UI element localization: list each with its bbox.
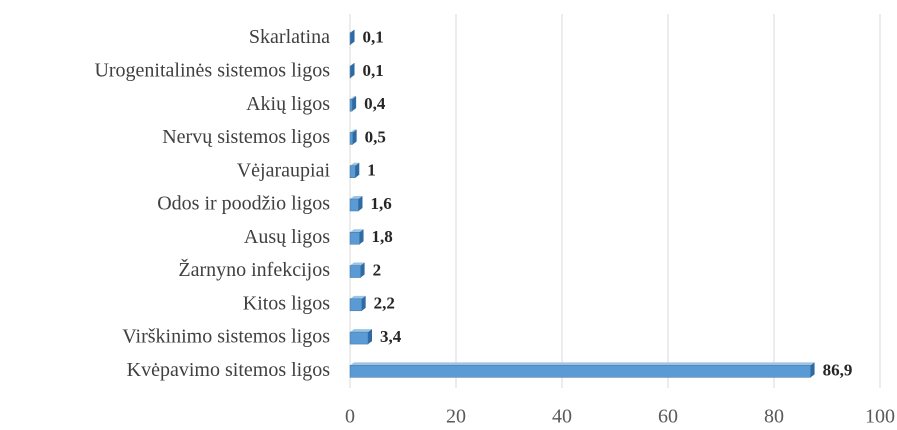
bar-top [350, 162, 360, 166]
bar-top [350, 229, 364, 233]
value-label: 0,1 [363, 28, 384, 47]
bar-side [368, 329, 373, 345]
value-label: 0,4 [364, 94, 386, 113]
bar-top [350, 362, 815, 366]
bar-top [350, 62, 355, 66]
bar [349, 98, 353, 112]
x-tick-label: 80 [764, 406, 784, 428]
category-label: Žarnyno infekcijos [178, 258, 330, 281]
bar [349, 132, 353, 145]
bar [349, 298, 362, 312]
category-label: Virškinimo sistemos ligos [122, 326, 330, 348]
value-label: 1 [367, 161, 376, 180]
bar [349, 365, 811, 378]
value-label: 2,2 [374, 294, 395, 313]
bar-top [350, 262, 365, 266]
bar [349, 65, 351, 79]
category-label: Ausų ligos [244, 226, 330, 248]
x-tick-label: 40 [552, 406, 572, 428]
category-label: Urogenitalinės sistemos ligos [94, 60, 330, 82]
bar [349, 198, 359, 212]
bar-side [350, 62, 355, 78]
bar-side [361, 295, 366, 311]
bar-top [350, 129, 357, 133]
value-label: 1,6 [370, 194, 391, 213]
value-label: 3,4 [380, 327, 402, 346]
category-label: Kvėpavimo sitemos ligos [127, 359, 331, 381]
bar [349, 165, 356, 178]
category-label: Kitos ligos [243, 292, 330, 314]
value-label: 1,8 [372, 227, 393, 246]
bar-side [350, 29, 355, 45]
x-tick-label: 20 [446, 406, 466, 428]
category-label: Skarlatina [249, 26, 330, 48]
bar-side [360, 262, 365, 278]
value-label: 86,9 [823, 360, 853, 379]
bar-side [355, 162, 360, 178]
bar [349, 232, 360, 245]
bar-side [352, 96, 357, 112]
bar-top [350, 295, 366, 299]
category-label: Vėjaraupiai [237, 159, 331, 181]
bar [349, 32, 351, 45]
bar-side [352, 129, 357, 145]
category-label: Nervų sistemos ligos [162, 126, 330, 148]
x-tick-label: 60 [658, 406, 678, 428]
value-label: 0,1 [363, 61, 384, 80]
x-tick-label: 0 [345, 406, 355, 428]
bar-top [350, 29, 355, 33]
bar-side [359, 229, 364, 245]
bar-top [350, 96, 357, 100]
bar-side [358, 196, 363, 211]
x-tick-label: 100 [865, 406, 895, 428]
bar-top [350, 329, 373, 333]
bar-side [810, 362, 815, 378]
bar [349, 331, 369, 345]
bar [349, 265, 361, 278]
category-label: Odos ir poodžio ligos [157, 193, 330, 215]
value-label: 0,5 [365, 127, 386, 146]
bar-top [350, 196, 363, 199]
value-label: 2 [373, 260, 382, 279]
category-label: Akių ligos [246, 93, 330, 115]
